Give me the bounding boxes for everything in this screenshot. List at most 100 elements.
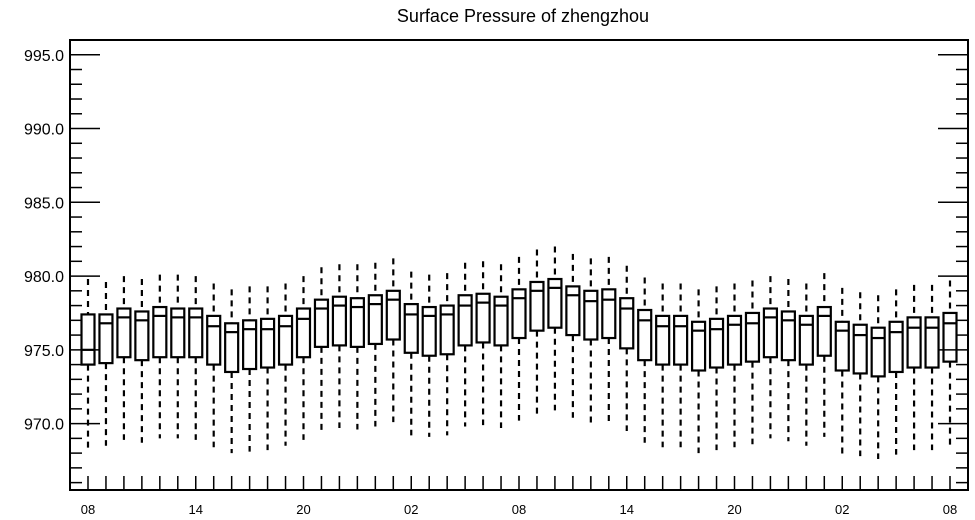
interquartile-box bbox=[224, 322, 240, 374]
interquartile-box bbox=[690, 320, 707, 372]
box-plot-item bbox=[726, 283, 743, 448]
interquartile-box bbox=[834, 320, 850, 372]
box-plot-item bbox=[313, 267, 330, 431]
box-plot-item bbox=[942, 280, 958, 446]
box-plot-item bbox=[870, 295, 886, 460]
box-plot-item bbox=[744, 280, 761, 445]
x-tick-label: 02 bbox=[835, 502, 849, 517]
box-plot-item bbox=[116, 276, 132, 440]
plot-frame bbox=[69, 39, 969, 491]
box-plot-item bbox=[924, 284, 940, 451]
interquartile-box bbox=[421, 305, 437, 357]
interquartile-box bbox=[780, 310, 796, 362]
box-plot-item bbox=[385, 258, 401, 423]
interquartile-box bbox=[708, 317, 725, 369]
box-plot-item bbox=[457, 262, 473, 427]
box-plot-item bbox=[188, 276, 204, 440]
interquartile-box bbox=[493, 295, 509, 347]
interquartile-box bbox=[439, 304, 455, 356]
box-plot-item bbox=[242, 286, 258, 452]
box-plot-item bbox=[834, 287, 850, 455]
box-plot-item bbox=[439, 273, 455, 436]
box-plot-item bbox=[798, 283, 814, 446]
x-tick-label: 08 bbox=[512, 502, 526, 517]
interquartile-box bbox=[457, 294, 473, 347]
interquartile-box bbox=[906, 316, 922, 369]
interquartile-box bbox=[529, 280, 545, 332]
interquartile-box bbox=[870, 326, 886, 378]
interquartile-box bbox=[331, 295, 348, 347]
box-plot-item bbox=[170, 274, 186, 439]
x-tick-label: 08 bbox=[943, 502, 957, 517]
interquartile-box bbox=[924, 316, 940, 369]
interquartile-box bbox=[385, 289, 401, 341]
x-tick-label: 14 bbox=[620, 502, 634, 517]
interquartile-box bbox=[942, 311, 958, 363]
interquartile-box bbox=[744, 311, 761, 363]
box-plot-item bbox=[619, 265, 635, 431]
interquartile-box bbox=[565, 285, 581, 337]
x-tick-label: 20 bbox=[296, 502, 310, 517]
box-plot-item bbox=[852, 292, 868, 457]
box-plot-item bbox=[224, 289, 240, 454]
chart-axes: 970.0 975.0 980.0 985.0 990.0 995.0 08 14 20 02 08… bbox=[24, 39, 969, 517]
box-plot-item bbox=[565, 253, 581, 418]
interquartile-box bbox=[116, 307, 132, 359]
box-plot-item bbox=[583, 258, 599, 424]
y-tick-label: 980.0 bbox=[24, 269, 64, 286]
box-plot-item bbox=[475, 261, 491, 426]
box-plot-item bbox=[367, 262, 383, 427]
interquartile-box bbox=[619, 297, 635, 350]
interquartile-box bbox=[798, 314, 814, 366]
interquartile-box bbox=[367, 294, 383, 346]
interquartile-box bbox=[601, 288, 617, 340]
box-plot-item bbox=[98, 281, 114, 446]
interquartile-box bbox=[152, 305, 168, 359]
y-tick-label: 990.0 bbox=[24, 122, 64, 139]
box-plot-item bbox=[295, 276, 312, 440]
interquartile-box bbox=[403, 302, 419, 354]
box-plot-item bbox=[493, 264, 509, 429]
y-tick-label: 975.0 bbox=[24, 343, 64, 360]
box-plot-item bbox=[655, 283, 671, 448]
interquartile-box bbox=[583, 289, 599, 341]
interquartile-box bbox=[313, 298, 330, 348]
x-tick-label: 02 bbox=[404, 502, 418, 517]
interquartile-box bbox=[673, 314, 689, 366]
box-plot-item bbox=[511, 256, 527, 421]
box-plot-item bbox=[403, 271, 419, 436]
x-tick-label: 14 bbox=[189, 502, 203, 517]
interquartile-box bbox=[511, 288, 527, 340]
y-tick-label: 985.0 bbox=[24, 195, 64, 212]
interquartile-box bbox=[277, 314, 294, 366]
y-tick-label: 970.0 bbox=[24, 417, 64, 434]
interquartile-box bbox=[816, 305, 832, 357]
box-plot-item bbox=[690, 289, 707, 454]
box-plot-item bbox=[601, 256, 617, 423]
box-plot-item bbox=[708, 286, 725, 451]
box-plot-item bbox=[421, 274, 437, 437]
box-plot-item bbox=[259, 286, 276, 451]
box-plot-item bbox=[888, 289, 904, 455]
box-plot-item bbox=[673, 283, 689, 448]
interquartile-box bbox=[170, 307, 186, 359]
interquartile-box bbox=[295, 307, 312, 359]
chart-title: Surface Pressure of zhengzhou bbox=[397, 6, 649, 26]
interquartile-box bbox=[888, 320, 904, 374]
interquartile-box bbox=[475, 292, 491, 344]
interquartile-box bbox=[188, 307, 204, 359]
box-plot-item bbox=[152, 274, 168, 439]
interquartile-box bbox=[80, 313, 96, 366]
box-plot-item bbox=[349, 264, 365, 430]
interquartile-box bbox=[852, 323, 868, 375]
interquartile-box bbox=[206, 314, 222, 366]
interquartile-box bbox=[242, 319, 258, 371]
box-plot-item bbox=[134, 279, 150, 443]
box-plot-item bbox=[331, 264, 348, 429]
box-plot-item bbox=[637, 277, 653, 443]
interquartile-box bbox=[726, 314, 743, 366]
interquartile-box bbox=[98, 313, 114, 365]
box-plot-item bbox=[762, 276, 779, 439]
box-plot-item bbox=[780, 279, 796, 442]
x-tick-label: 08 bbox=[81, 502, 95, 517]
